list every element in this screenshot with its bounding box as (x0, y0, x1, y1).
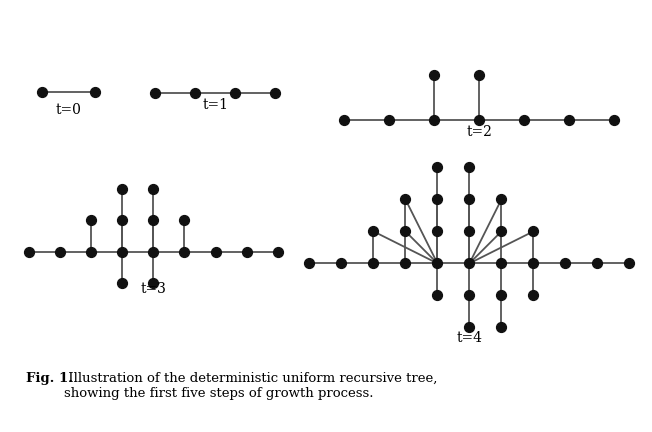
Point (528, 228, 539, 235)
Point (464, 292, 475, 299)
Point (230, 89, 241, 96)
Text: t=2: t=2 (466, 125, 492, 139)
Text: t=1: t=1 (202, 98, 228, 111)
Point (464, 260, 475, 267)
Point (304, 260, 315, 267)
Point (429, 116, 439, 123)
Point (37, 89, 47, 96)
Point (148, 248, 158, 255)
Point (432, 292, 443, 299)
Point (432, 164, 443, 171)
Point (273, 248, 283, 255)
Point (179, 248, 190, 255)
Point (400, 196, 411, 203)
Text: t=3: t=3 (140, 283, 166, 296)
Point (496, 292, 507, 299)
Point (464, 228, 475, 235)
Point (528, 260, 539, 267)
Point (148, 217, 158, 224)
Text: t=0: t=0 (55, 103, 82, 117)
Point (496, 196, 507, 203)
Point (23, 248, 34, 255)
Point (624, 260, 634, 267)
Point (85, 217, 96, 224)
Point (55, 248, 65, 255)
Point (519, 116, 529, 123)
Point (90, 89, 100, 96)
Point (384, 116, 394, 123)
Point (400, 260, 411, 267)
Point (464, 164, 475, 171)
Point (117, 248, 127, 255)
Point (179, 217, 190, 224)
Point (270, 89, 280, 96)
Point (474, 116, 484, 123)
Point (432, 196, 443, 203)
Point (117, 217, 127, 224)
Point (150, 89, 160, 96)
Point (339, 116, 349, 123)
Point (609, 116, 619, 123)
Text: Fig. 1.: Fig. 1. (26, 372, 73, 384)
Point (528, 292, 539, 299)
Point (496, 228, 507, 235)
Point (117, 280, 127, 286)
Point (432, 228, 443, 235)
Point (241, 248, 252, 255)
Point (211, 248, 221, 255)
Point (368, 260, 379, 267)
Point (496, 260, 507, 267)
Point (432, 260, 443, 267)
Point (464, 324, 475, 331)
Point (474, 71, 484, 78)
Point (429, 71, 439, 78)
Point (85, 248, 96, 255)
Text: t=4: t=4 (456, 331, 482, 345)
Point (336, 260, 347, 267)
Point (368, 228, 379, 235)
Point (148, 280, 158, 286)
Point (117, 186, 127, 193)
Point (148, 186, 158, 193)
Point (496, 324, 507, 331)
Point (564, 116, 574, 123)
Text: Illustration of the deterministic uniform recursive tree,
showing the first five: Illustration of the deterministic unifor… (64, 372, 437, 400)
Point (592, 260, 602, 267)
Point (560, 260, 570, 267)
Point (190, 89, 200, 96)
Point (400, 228, 411, 235)
Point (464, 196, 475, 203)
